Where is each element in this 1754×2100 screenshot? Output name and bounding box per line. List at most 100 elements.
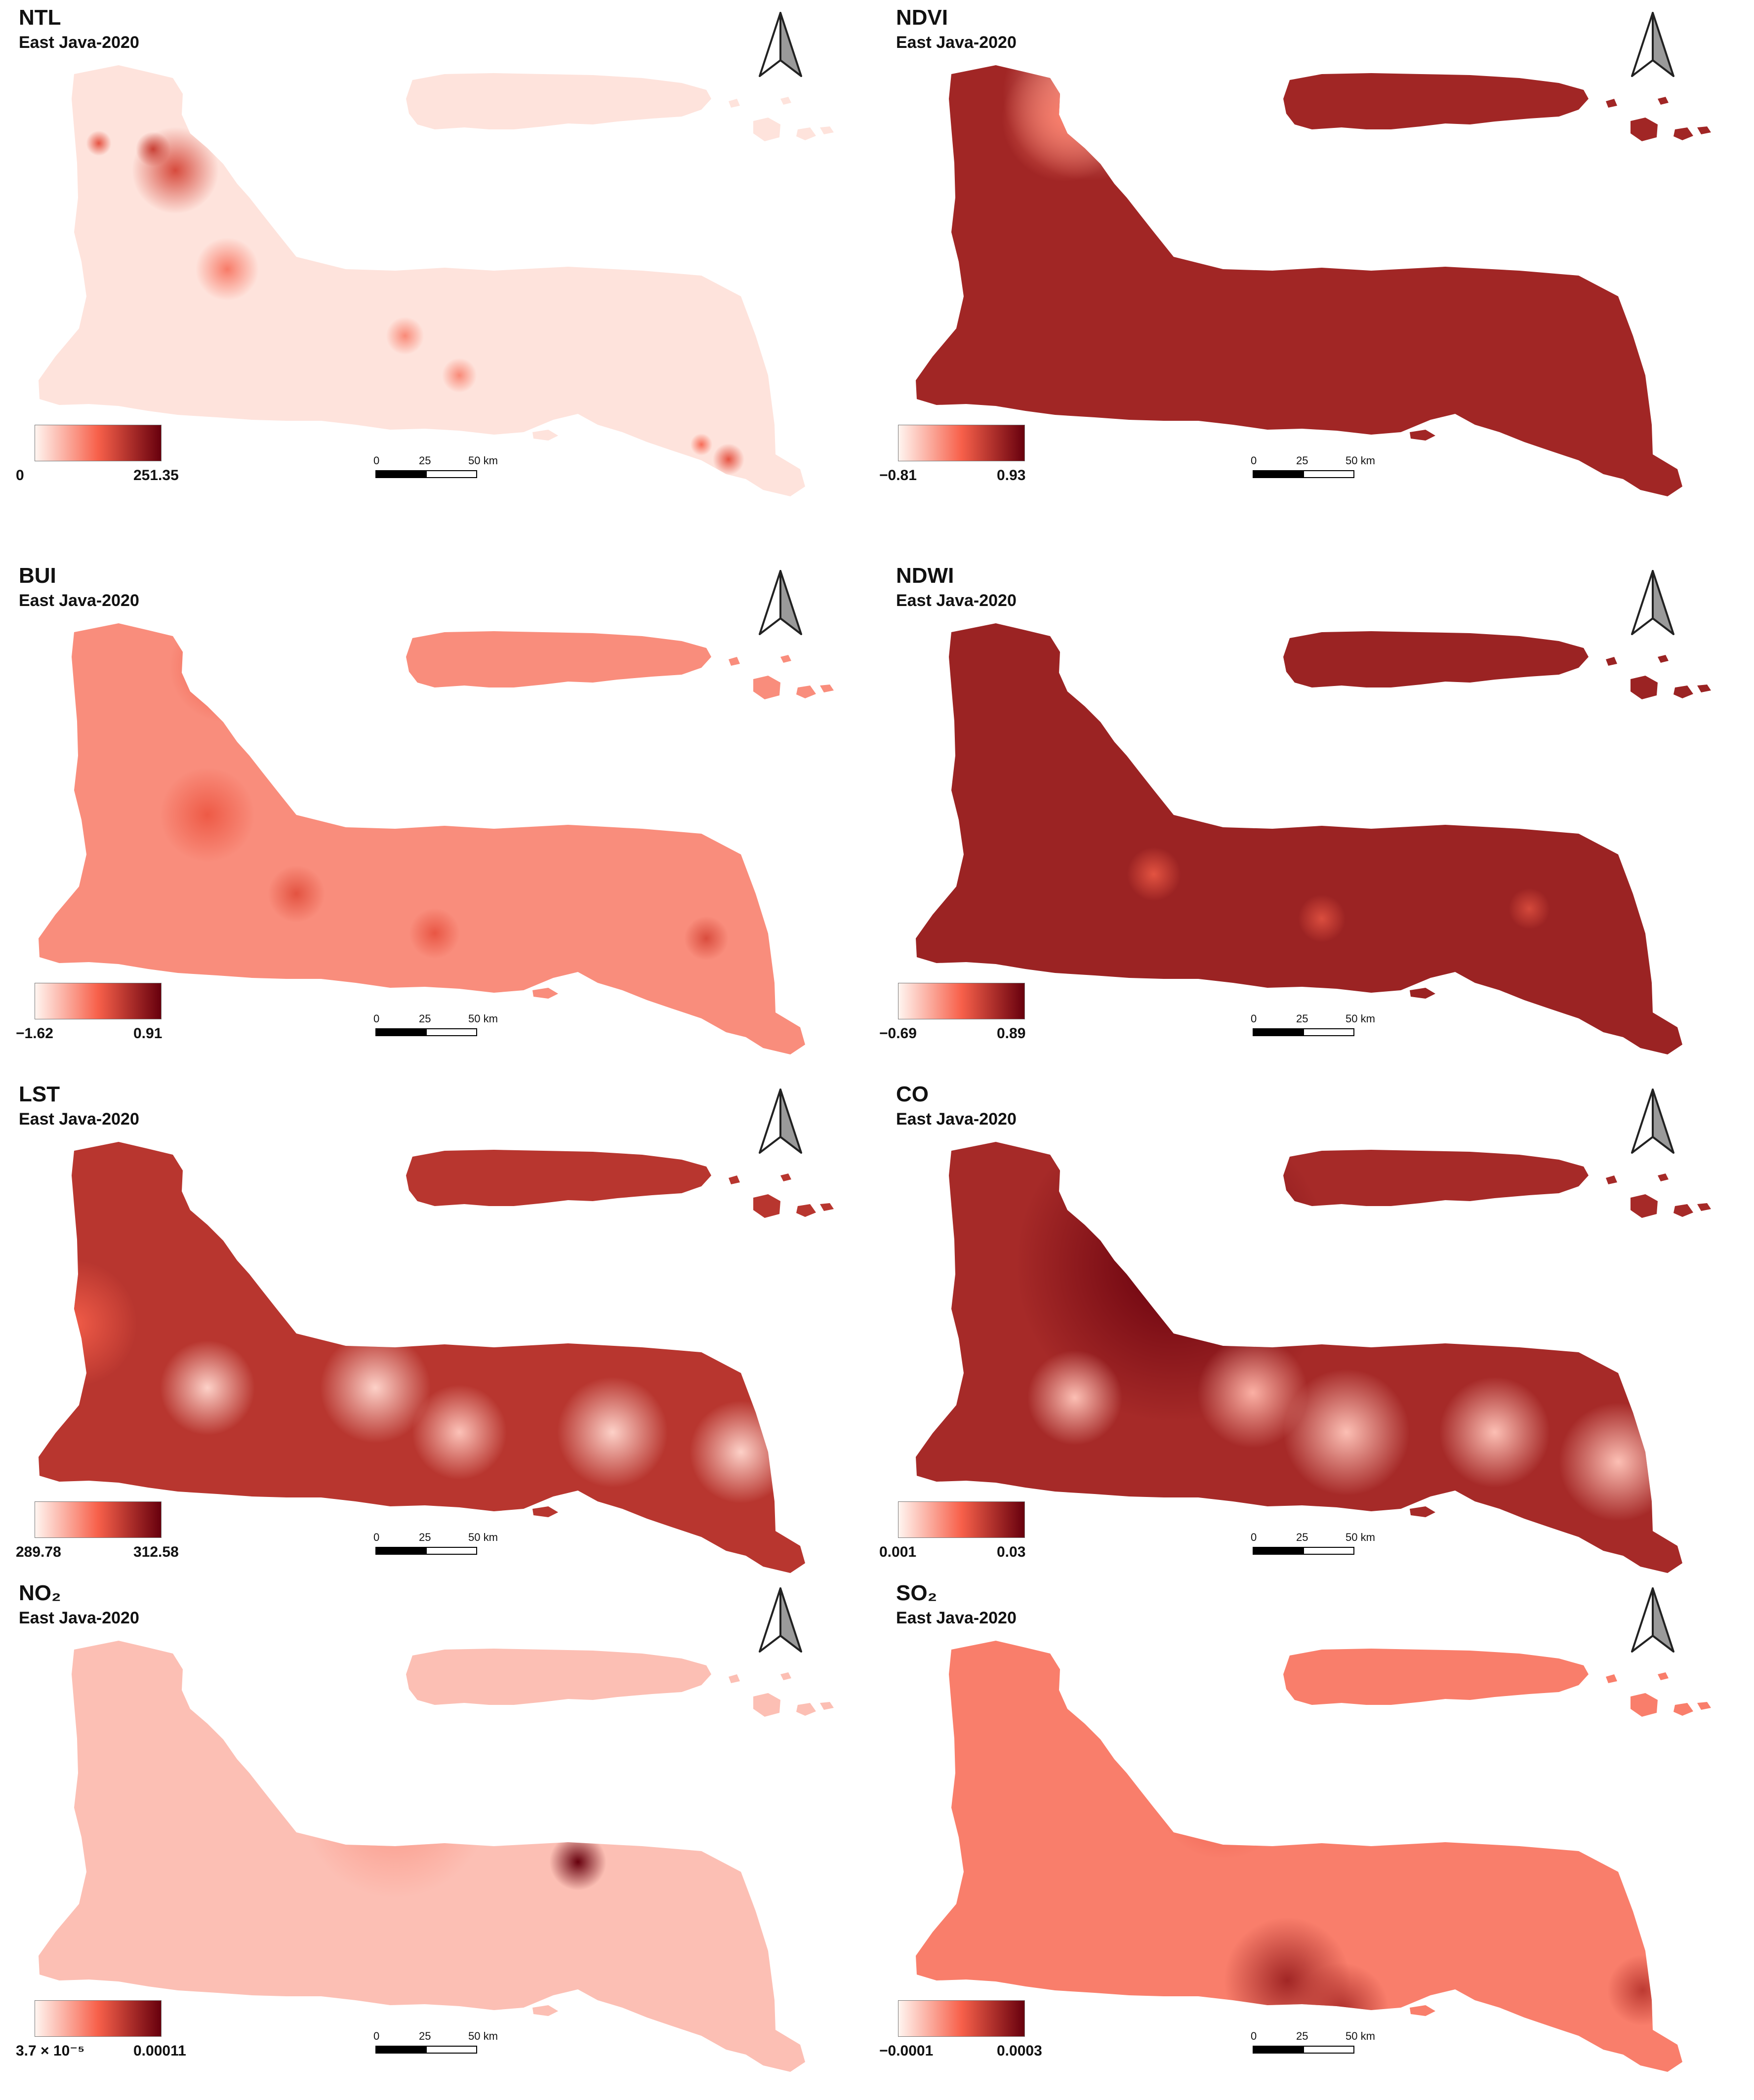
small-island-shape — [1606, 99, 1617, 108]
scale-label-0: 0 — [373, 2030, 380, 2042]
scale-label-0: 0 — [1251, 1531, 1257, 1543]
hotspot — [690, 1401, 792, 1503]
madura-island-shape — [406, 1649, 711, 1705]
legend-color-ramp — [35, 983, 162, 1019]
hotspot — [409, 908, 460, 959]
madura-island-shape — [1283, 1150, 1589, 1206]
madura-island-shape — [1283, 1649, 1589, 1705]
legend-max-label: 0.0003 — [997, 2043, 1042, 2059]
small-island-shape — [796, 127, 816, 140]
madura-island-shape — [406, 1150, 711, 1206]
hotspot — [1027, 1350, 1122, 1445]
hotspot — [1439, 1377, 1550, 1488]
hotspot — [549, 1833, 607, 1891]
hotspot — [557, 1377, 668, 1488]
small-island-shape — [1673, 686, 1693, 698]
legend-min-label: −0.0001 — [879, 2043, 934, 2059]
hotspot — [386, 317, 424, 355]
map-title: NDVI — [896, 5, 948, 30]
scale-bar: 0 25 50 km — [1251, 1531, 1375, 1562]
small-island-shape — [1606, 1175, 1617, 1184]
map-canvas — [39, 1641, 834, 2072]
scale-label-50: 50 km — [468, 2030, 498, 2042]
hotspot — [196, 238, 259, 301]
map-panel-bui: BUI East Java-2020 −1.62 0.91 0 25 50 km — [0, 558, 877, 1083]
scale-label-50: 50 km — [468, 1012, 498, 1025]
map-panel-ntl: NTL East Java-2020 0 251.35 0 25 50 km — [0, 0, 877, 525]
map-canvas — [39, 623, 834, 1054]
scale-label-25: 25 — [1296, 1012, 1308, 1025]
legend-max-label: 0.93 — [997, 467, 1026, 484]
small-island-shape — [532, 988, 558, 999]
map-title: NO₂ — [19, 1581, 61, 1605]
north-arrow-icon — [759, 570, 802, 635]
scale-segment-black — [1253, 1547, 1304, 1555]
small-island-shape — [1606, 1674, 1617, 1683]
hotspot — [684, 916, 729, 961]
legend-max-label: 312.58 — [133, 1544, 179, 1560]
map-subtitle: East Java-2020 — [896, 33, 1017, 52]
scale-segment-black — [375, 2046, 427, 2054]
legend-max-label: 251.35 — [133, 467, 179, 484]
scale-segment-black — [1253, 1028, 1304, 1036]
small-island-shape — [1658, 1672, 1669, 1680]
hotspot — [1607, 1955, 1678, 2026]
north-arrow-icon — [1631, 570, 1674, 635]
small-island-shape — [780, 655, 791, 663]
small-island-shape — [1697, 685, 1711, 692]
scale-label-25: 25 — [1296, 454, 1308, 467]
scale-label-25: 25 — [419, 2030, 431, 2042]
east-java-land — [916, 65, 1711, 496]
scale-label-0: 0 — [1251, 1012, 1257, 1025]
mainland-shape — [916, 623, 1682, 1054]
madura-island-shape — [1283, 73, 1589, 129]
small-island-shape — [1631, 676, 1658, 699]
east-java-land — [916, 623, 1711, 1054]
small-island-shape — [1631, 1693, 1658, 1717]
small-island-shape — [729, 1674, 740, 1683]
small-island-shape — [820, 685, 834, 692]
legend-max-label: 0.03 — [997, 1544, 1026, 1560]
hotspot — [1509, 888, 1550, 929]
map-subtitle: East Java-2020 — [896, 1110, 1017, 1129]
scale-segment-white — [1303, 1547, 1354, 1555]
north-arrow-icon — [1631, 12, 1674, 77]
map-panel-co: CO East Java-2020 0.001 0.03 0 25 50 km — [877, 1077, 1754, 1601]
scale-bar: 0 25 50 km — [1251, 454, 1375, 485]
hotspot — [412, 1385, 507, 1480]
north-arrow-icon — [1631, 1587, 1674, 1653]
small-island-shape — [1631, 1194, 1658, 1218]
small-island-shape — [796, 1204, 816, 1217]
small-island-shape — [820, 126, 834, 134]
scale-bar: 0 25 50 km — [1251, 2031, 1375, 2060]
scale-segment-white — [426, 2046, 477, 2054]
small-island-shape — [532, 430, 558, 441]
mainland-shape — [39, 623, 805, 1054]
scale-label-50: 50 km — [1346, 1531, 1375, 1543]
small-island-shape — [1410, 1506, 1435, 1517]
small-island-shape — [1606, 657, 1617, 666]
east-java-land — [916, 1641, 1711, 2072]
mainland-shape — [916, 65, 1682, 496]
small-island-shape — [1697, 1702, 1711, 1710]
hotspot — [1127, 847, 1181, 901]
map-canvas — [916, 623, 1711, 1054]
madura-island-shape — [1283, 631, 1589, 687]
small-island-shape — [780, 1672, 791, 1680]
legend-min-label: −0.69 — [879, 1025, 917, 1042]
small-island-shape — [1673, 1204, 1693, 1217]
scale-label-50: 50 km — [1346, 1012, 1375, 1025]
hotspot — [300, 1708, 490, 1898]
scale-segment-black — [1253, 470, 1304, 478]
map-canvas — [39, 1142, 834, 1573]
small-island-shape — [1410, 2005, 1435, 2016]
hotspot — [320, 1333, 431, 1443]
hotspot — [1197, 1337, 1308, 1448]
scale-label-25: 25 — [419, 1531, 431, 1543]
hotspot — [86, 130, 112, 156]
small-island-shape — [1697, 126, 1711, 134]
hotspot — [1152, 1717, 1294, 1859]
map-title: NTL — [19, 5, 61, 30]
map-panel-no2: NO₂ East Java-2020 3.7 × 10⁻⁵ 0.00011 0 … — [0, 1575, 877, 2100]
small-island-shape — [780, 1173, 791, 1181]
